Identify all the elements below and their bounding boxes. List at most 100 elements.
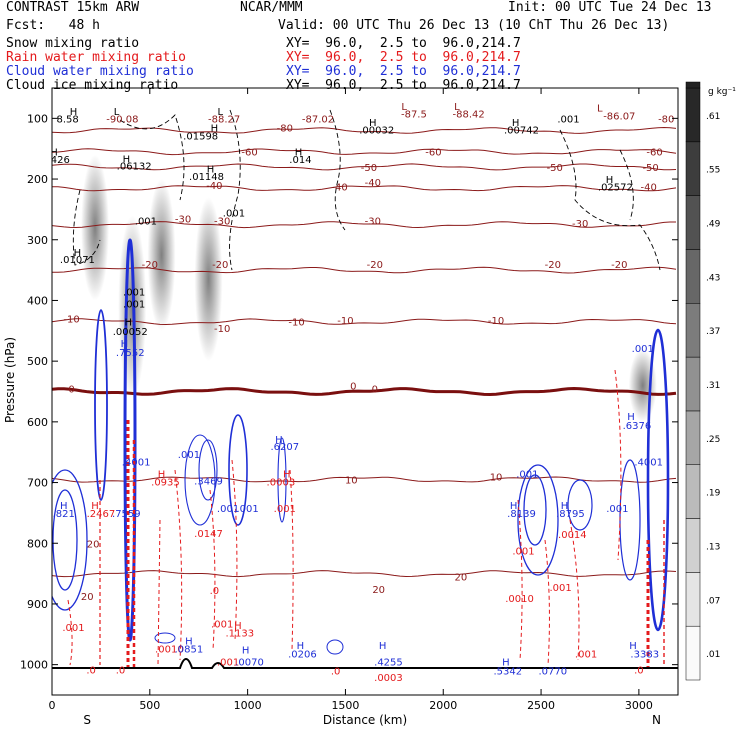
contour-label: .1133 [225, 628, 254, 639]
colorbar-swatch [685, 87, 701, 143]
y-tick-label: 100 [27, 112, 48, 125]
rain-contour [544, 539, 550, 666]
x-tick-label: 500 [139, 699, 160, 712]
ice-contour [119, 114, 185, 201]
contour-label: .7559 [112, 509, 141, 520]
init-time: Init: 00 UTC Tue 24 Dec 13 [508, 0, 712, 15]
contour-label: .0 [116, 666, 126, 677]
contour-label: H [297, 641, 305, 652]
contour-label: .001 [223, 208, 245, 219]
ice-contour [619, 149, 634, 221]
contour-label: .00032 [359, 125, 394, 136]
y-tick-label: 800 [27, 537, 48, 550]
colorbar-tick-label: .07 [706, 596, 720, 606]
contour-label: -10 [214, 324, 230, 335]
colorbar-tick-label: .49 [706, 220, 721, 230]
contour-label: .06132 [117, 162, 152, 173]
contour-label: 0 [350, 381, 356, 392]
contour-label: .0 [634, 666, 644, 677]
rain-contour [67, 599, 73, 666]
contour-label: .01071 [60, 255, 95, 266]
annotations: H8.58L-90.08L-88.27H.01598-87.02 H.00032L… [52, 102, 674, 684]
colorbar-tick-label: .31 [706, 381, 720, 391]
contour-label: .0003 [267, 477, 296, 488]
contour-label: .001 [512, 547, 534, 558]
contour-label: -60 [241, 148, 257, 159]
colorbar-unit: g kg⁻¹ [708, 87, 736, 97]
colorbar-swatch [685, 625, 701, 681]
contour-label: 8.58 [57, 114, 79, 125]
rain-contour [231, 459, 238, 641]
isotherm-line [52, 126, 677, 134]
y-tick-label: 400 [27, 294, 48, 307]
contour-label: H [185, 636, 193, 647]
contour-label: -10 [288, 318, 304, 329]
cloud-contour [52, 489, 78, 591]
rain-contour [289, 469, 294, 651]
contour-label: .7552 [116, 348, 145, 359]
contour-label: .001 [606, 504, 628, 515]
forecast-hour: Fcst: 48 h [6, 18, 100, 33]
isotherm-line [52, 318, 677, 326]
contour-label: .001 [516, 469, 538, 480]
rain-contour [157, 519, 161, 666]
var-cloud-ice-label: Cloud ice mixing ratio [6, 78, 179, 93]
contour-label: H [512, 118, 520, 129]
contour-label: .00052 [113, 327, 148, 338]
contour-label: -86.07 [603, 111, 635, 122]
cloud-contour [619, 459, 641, 581]
contour-label: .001 [123, 299, 145, 310]
temperature-contours [52, 126, 677, 578]
contour-label: .8139 [507, 509, 536, 520]
contour-label: -40 [331, 182, 347, 193]
contour-label: .821 [53, 509, 75, 520]
contour-label: H [275, 435, 283, 446]
cloud-contour [326, 639, 344, 655]
ice-contour [229, 109, 241, 271]
contour-label: H [502, 658, 510, 669]
var-rain-label: Rain water mixing ratio [6, 50, 187, 65]
colorbar-swatch [685, 249, 701, 304]
contour-label: -87.5 [401, 109, 427, 120]
contour-label: -87.02 [302, 114, 334, 125]
org-label: NCAR/MMM [240, 0, 303, 15]
isotherm-line [52, 570, 677, 578]
contour-label: .0 [331, 667, 341, 678]
axes: 0 500 1000 1500 2000 2500 30001002003004005006… [20, 88, 678, 712]
contour-label: -10 [63, 315, 79, 326]
terrain-line [52, 658, 678, 669]
plot-frame [51, 87, 679, 696]
contour-label: -20 [367, 260, 383, 271]
contour-label: H [91, 501, 99, 512]
cloud-contour [184, 434, 216, 526]
contour-label: .0147 [194, 529, 223, 540]
x-tick-label: 3000 [625, 699, 653, 712]
ice-contour [72, 189, 101, 266]
rain-contour [174, 469, 183, 661]
contour-label: .0010 [155, 644, 184, 655]
contour-label: .001 [274, 504, 296, 515]
contour-label: .014 [289, 155, 311, 166]
isotherm-line [52, 163, 677, 171]
contour-label: .0070 [235, 658, 264, 669]
contour-label: .02572 [598, 182, 633, 193]
contour-label: -60 [646, 148, 662, 159]
contour-label: .001 [211, 619, 233, 630]
contour-label: .8795 [556, 509, 585, 520]
contour-label: 20 [454, 573, 467, 584]
contour-label: .4255 [374, 658, 403, 669]
contour-label: .0 [210, 586, 220, 597]
colorbar-swatch [685, 356, 701, 412]
direction-label: N [652, 713, 661, 727]
contour-label: 0 [372, 384, 378, 395]
contour-label: H [379, 641, 387, 652]
contour-label: .4001 [122, 457, 151, 468]
colorbar-tick-label: .43 [706, 273, 720, 283]
contour-label: 20 [81, 592, 94, 603]
contour-label: L [454, 102, 460, 113]
cloud-contour [198, 439, 218, 501]
contour-label: -90.08 [106, 114, 138, 125]
contour-label: .001 [549, 583, 571, 594]
xy-cloud-water: XY= 96.0, 2.5 to 96.0,214.7 [286, 64, 521, 79]
